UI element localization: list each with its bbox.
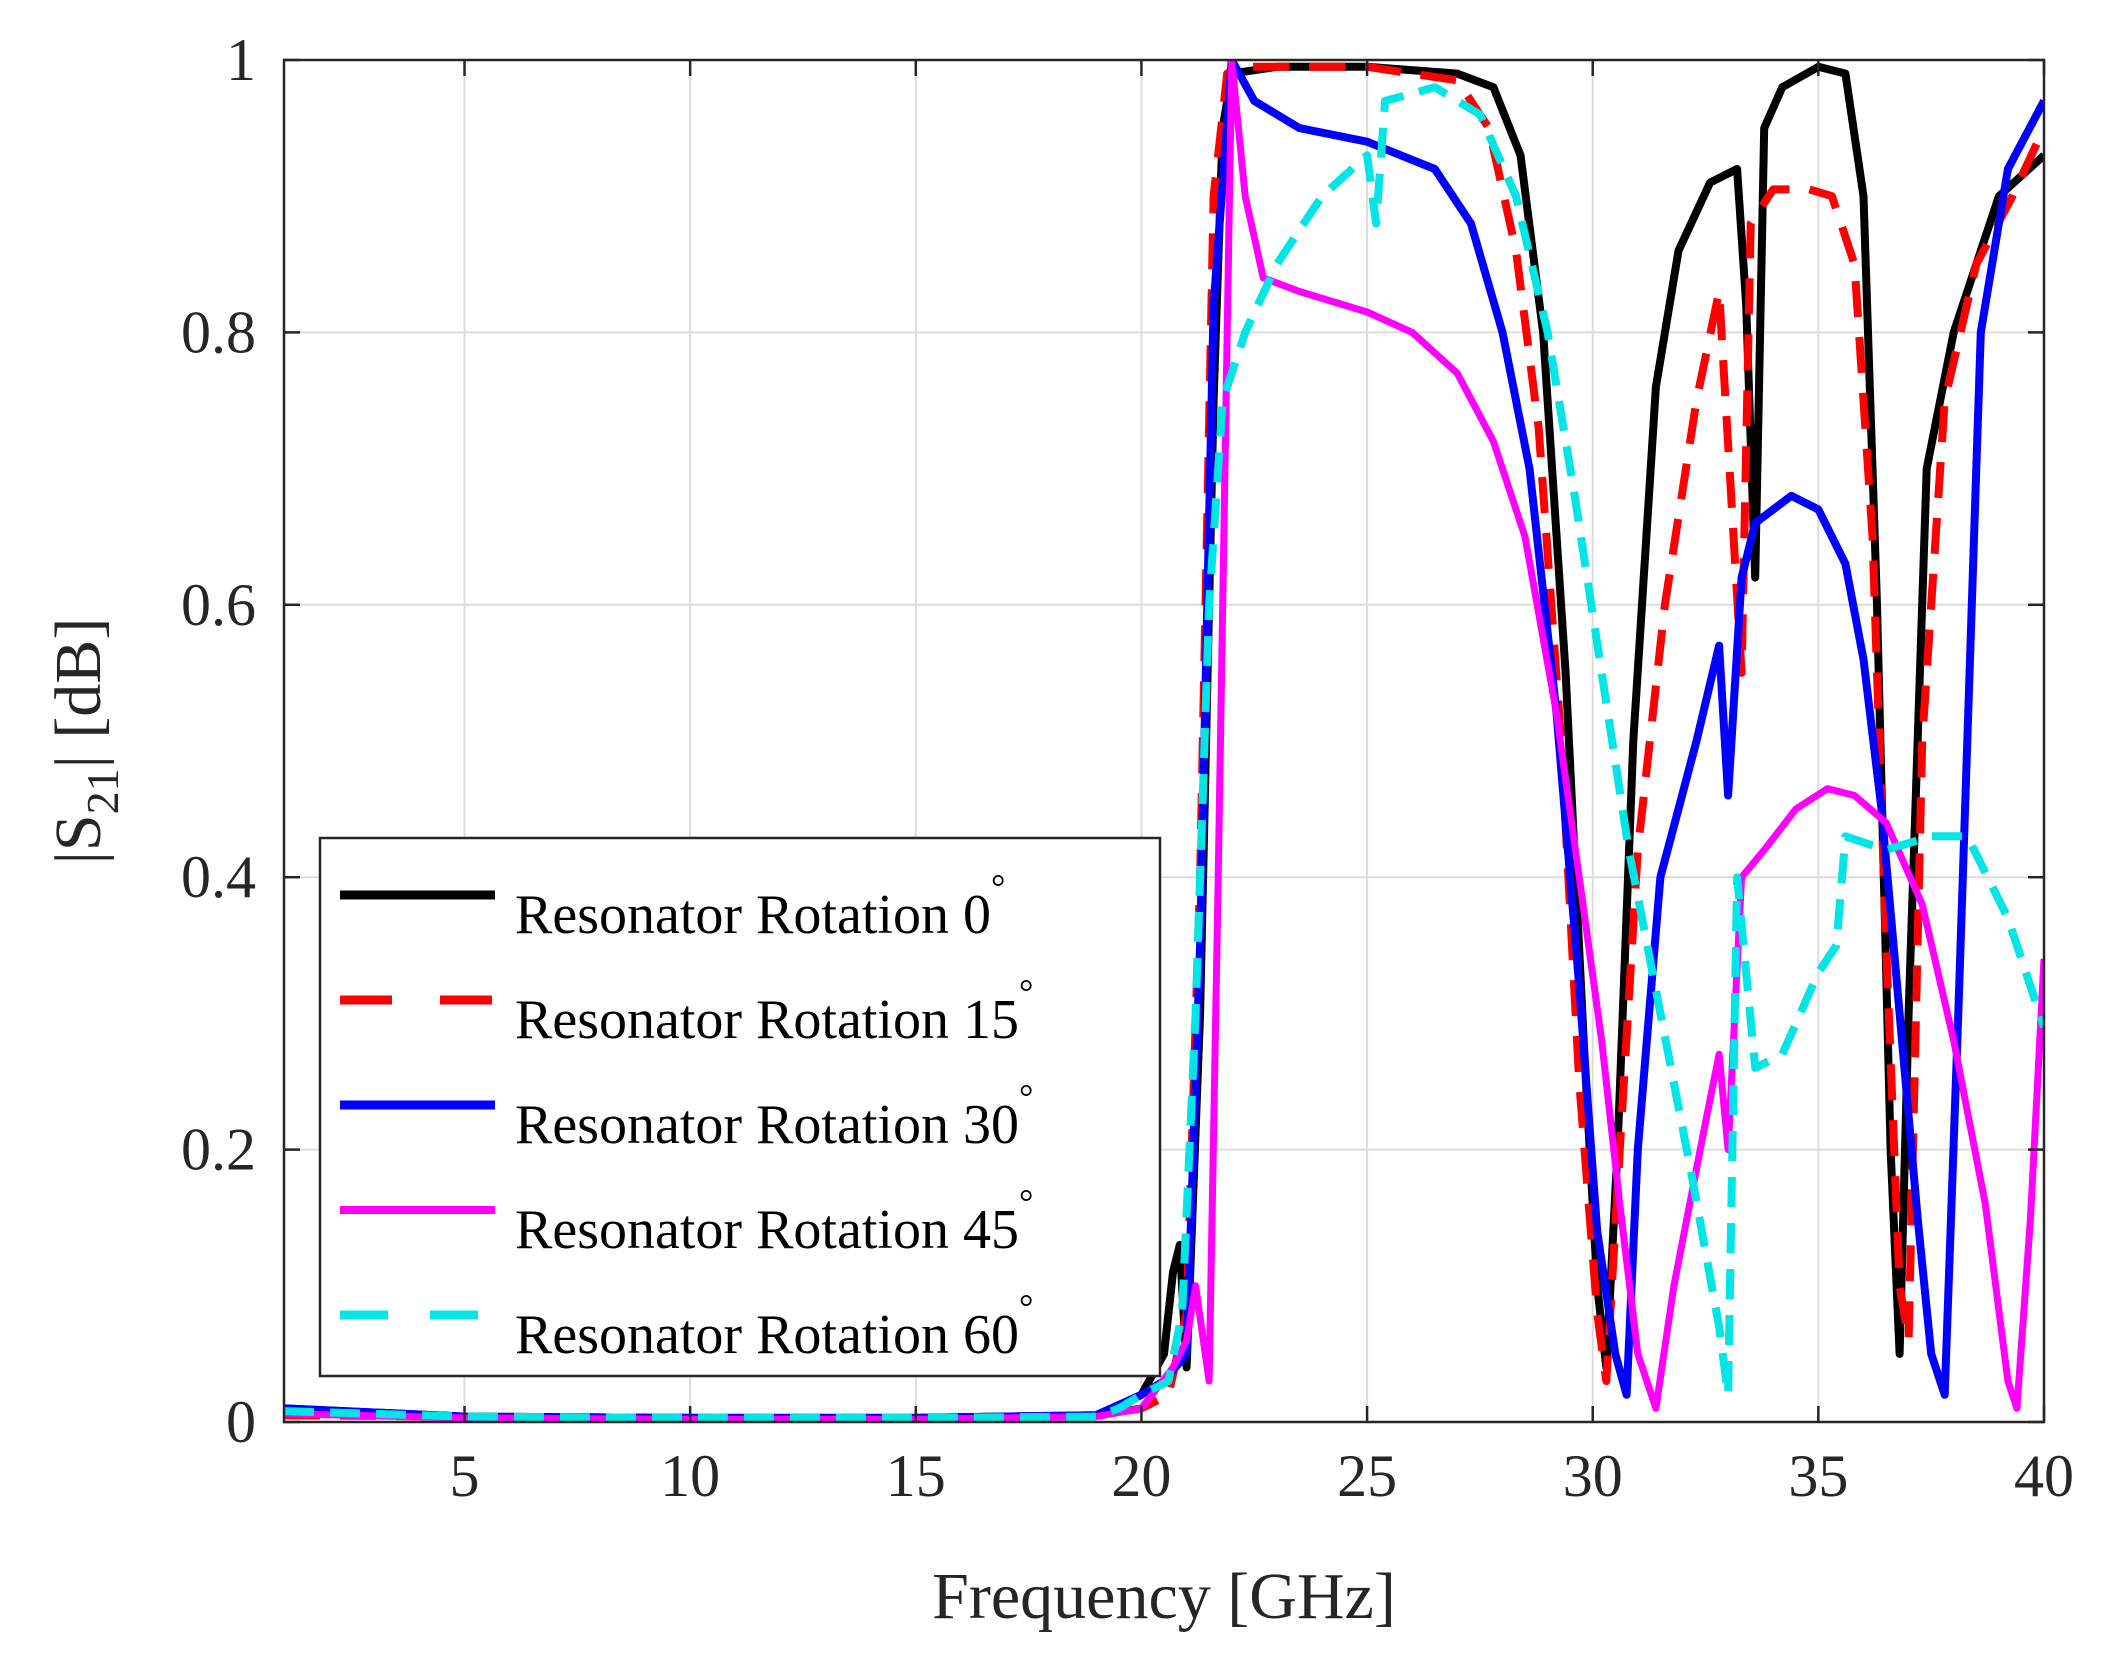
series-line-1 (284, 62, 2044, 1422)
y-tick-label: 0.2 (181, 1117, 256, 1183)
plot-frame (282, 58, 2046, 1424)
degree-symbol: ° (1019, 972, 1033, 1012)
y-axis-label-suffix: | [dB] (42, 618, 115, 769)
x-tick-label: 35 (1788, 1443, 1848, 1509)
legend-label-2: Resonator Rotation 30° (515, 1077, 1033, 1156)
y-axis-label: |S21| [dB] (42, 618, 128, 865)
degree-symbol: ° (991, 867, 1005, 907)
y-axis-label-prefix: |S (42, 814, 115, 864)
y-tick-label: 0.8 (181, 299, 256, 365)
series-line-2 (284, 60, 2044, 1422)
y-tick-label: 0.4 (181, 844, 256, 910)
x-tick-label: 30 (1563, 1443, 1623, 1509)
legend: Resonator Rotation 0° Resonator Rotation … (318, 836, 1162, 1378)
x-axis-label: Frequency [GHz] (932, 1560, 1396, 1633)
x-tick-label: 20 (1111, 1443, 1171, 1509)
y-tick-label: 1 (226, 27, 256, 93)
legend-label-1: Resonator Rotation 15° (515, 972, 1033, 1051)
x-tick-label: 5 (450, 1443, 480, 1509)
y-axis-label-subscript: 21 (77, 768, 128, 814)
legend-label-3: Resonator Rotation 45° (515, 1182, 1033, 1261)
x-tick-label: 25 (1337, 1443, 1397, 1509)
degree-symbol: ° (1019, 1077, 1033, 1117)
series-line-3 (284, 60, 2044, 1422)
legend-label-0: Resonator Rotation 0° (515, 867, 1005, 946)
x-tick-label: 15 (886, 1443, 946, 1509)
ticks (284, 58, 2046, 1424)
y-tick-label: 0.6 (181, 572, 256, 638)
series-group (284, 60, 2044, 1422)
degree-symbol: ° (1019, 1182, 1033, 1222)
series-line-4 (284, 83, 2044, 1422)
x-tick-label: 40 (2014, 1443, 2074, 1509)
tick-labels: 5 10 15 20 25 30 35 40 0 0.2 0.4 0.6 0.8 1 (181, 27, 2074, 1509)
legend-label-4: Resonator Rotation 60° (515, 1287, 1033, 1366)
degree-symbol: ° (1019, 1287, 1033, 1327)
y-tick-label: 0 (226, 1389, 256, 1455)
x-tick-label: 10 (660, 1443, 720, 1509)
